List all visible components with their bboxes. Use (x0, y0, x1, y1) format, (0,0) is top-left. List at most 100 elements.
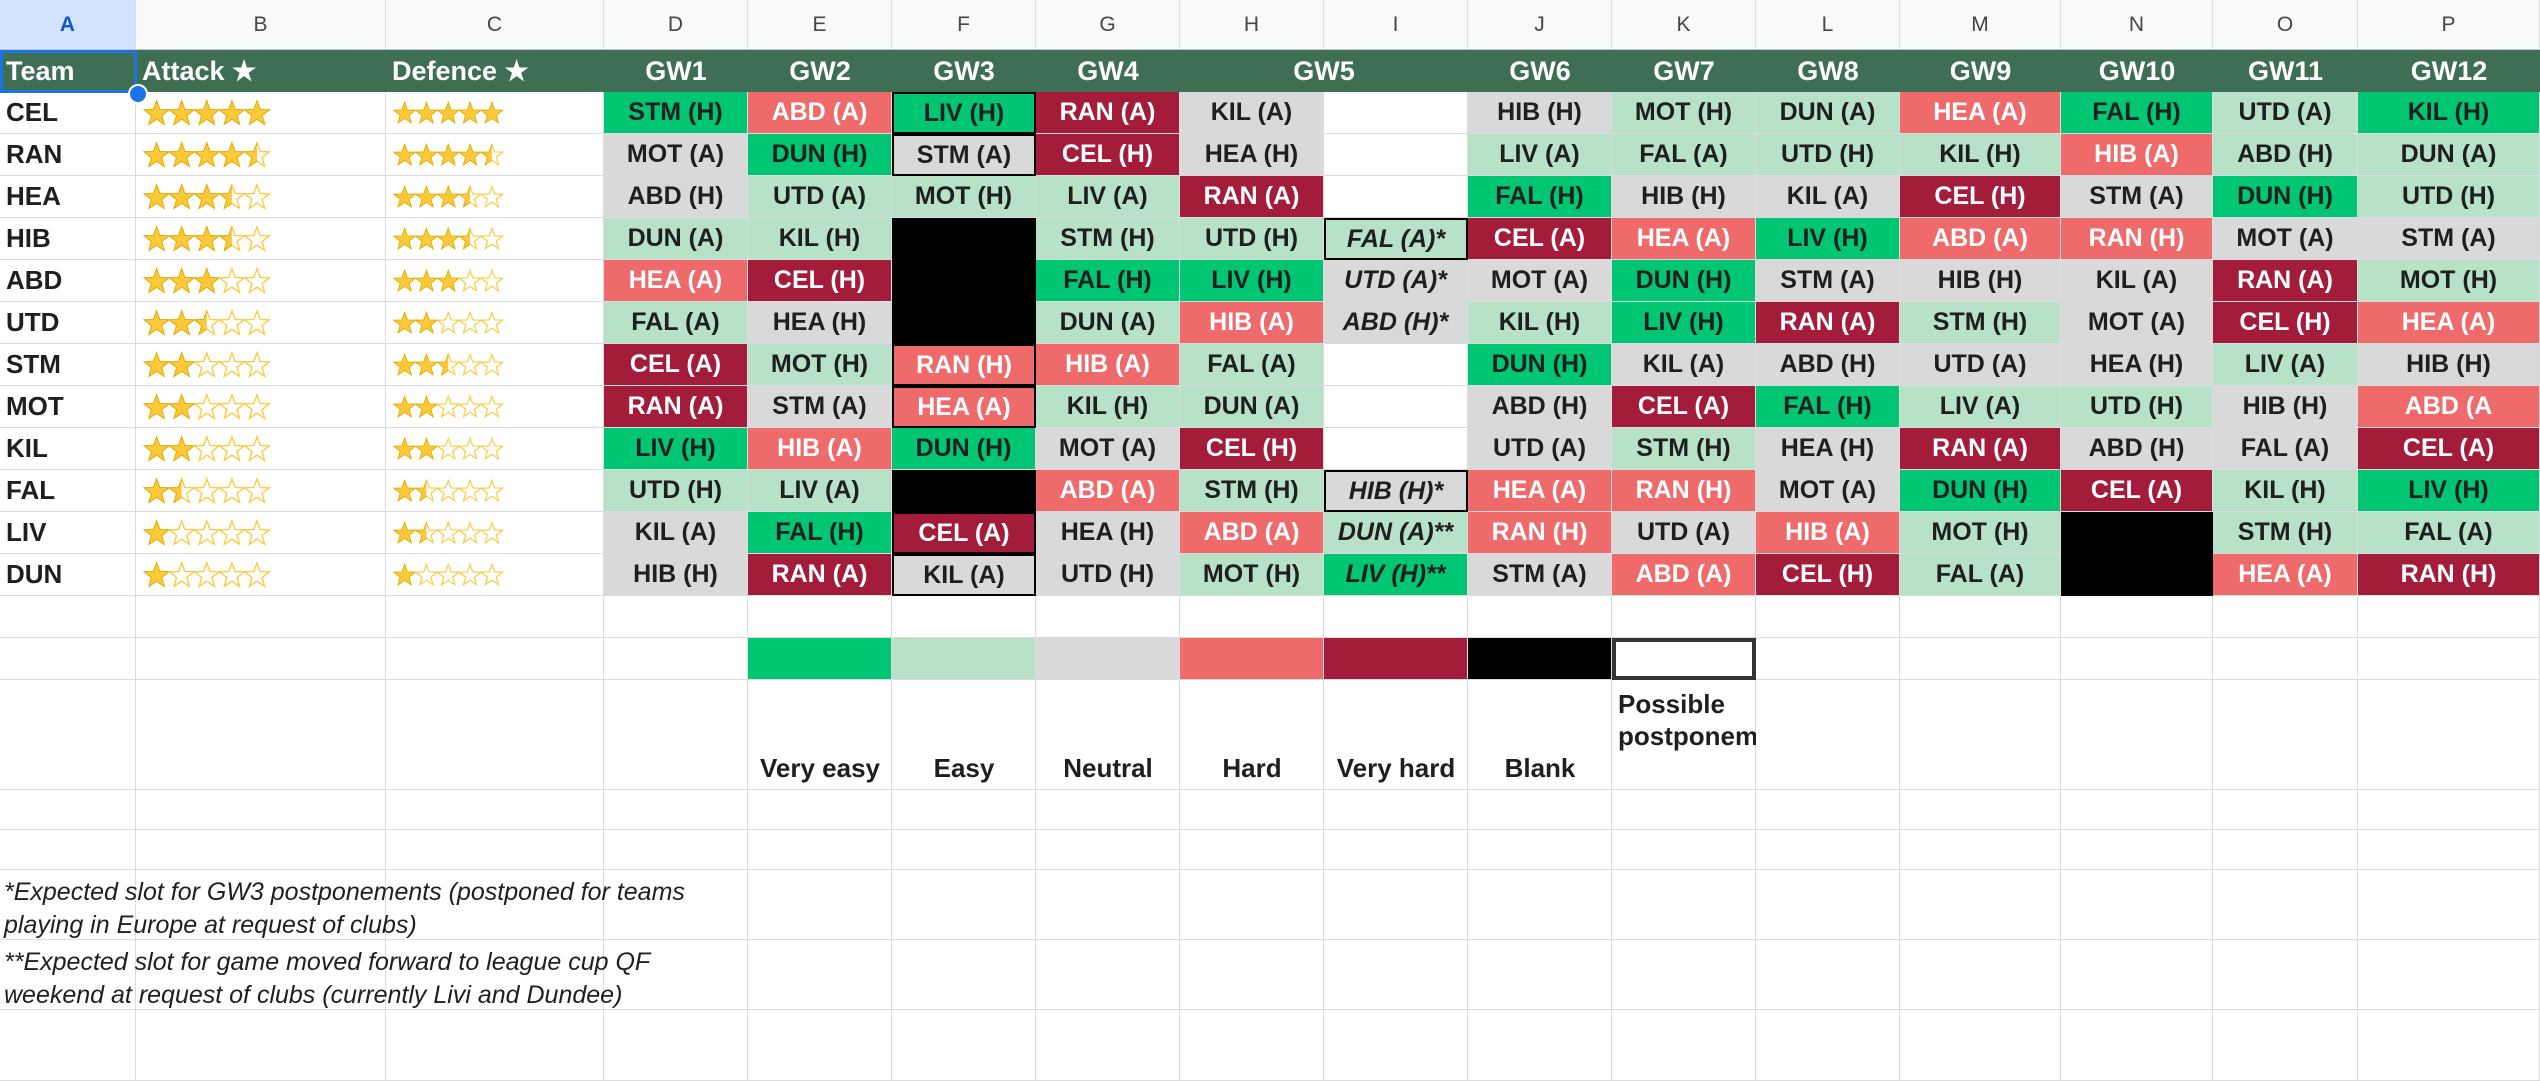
fixture-cell[interactable]: LIV (A) (1036, 176, 1180, 218)
grid-cell[interactable] (136, 596, 386, 638)
fixture-cell[interactable]: STM (A) (1756, 260, 1900, 302)
team-cell[interactable]: KIL (0, 428, 136, 470)
grid-cell[interactable] (1468, 940, 1612, 1010)
fixture-cell[interactable]: RAN (A) (1756, 302, 1900, 344)
fixture-cell[interactable]: ABD (H)* (1324, 302, 1468, 344)
fixture-cell[interactable]: FAL (A) (1612, 134, 1756, 176)
fixture-cell[interactable] (892, 302, 1036, 344)
fixture-cell[interactable]: ABD (H) (1756, 344, 1900, 386)
fixture-cell[interactable]: UTD (A) (2213, 92, 2358, 134)
grid-cell[interactable] (1036, 830, 1180, 870)
fixture-cell[interactable]: MOT (A) (604, 134, 748, 176)
attack-rating[interactable] (136, 218, 386, 260)
fixture-cell[interactable]: UTD (H) (1036, 554, 1180, 596)
team-cell[interactable]: ABD (0, 260, 136, 302)
grid-cell[interactable] (2061, 830, 2213, 870)
legend-swatch-blank[interactable] (1468, 638, 1612, 680)
grid-cell[interactable] (892, 870, 1036, 940)
attack-rating[interactable] (136, 512, 386, 554)
grid-cell[interactable] (2061, 680, 2213, 790)
column-header-o[interactable]: O (2213, 0, 2358, 50)
fixture-cell[interactable]: STM (H) (1036, 218, 1180, 260)
fixture-cell[interactable]: UTD (A) (748, 176, 892, 218)
grid-cell[interactable] (604, 680, 748, 790)
fixture-cell[interactable]: DUN (H) (1468, 344, 1612, 386)
fixture-cell[interactable] (892, 470, 1036, 512)
fixture-cell[interactable]: MOT (H) (1612, 92, 1756, 134)
fixture-cell[interactable] (2061, 554, 2213, 596)
grid-cell[interactable] (1468, 1010, 1612, 1081)
fixture-cell[interactable]: CEL (H) (1180, 428, 1324, 470)
grid-cell[interactable] (1612, 790, 1756, 830)
column-header-c[interactable]: C (386, 0, 604, 50)
fixture-cell[interactable]: KIL (H) (748, 218, 892, 260)
grid-cell[interactable] (2358, 1010, 2540, 1081)
fixture-cell[interactable]: ABD (A) (1036, 470, 1180, 512)
grid-cell[interactable] (1180, 680, 1324, 790)
fixture-cell[interactable]: DUN (A) (1756, 92, 1900, 134)
grid-cell[interactable] (386, 596, 604, 638)
grid-cell[interactable] (2358, 680, 2540, 790)
grid-cell[interactable] (1756, 830, 1900, 870)
grid-cell[interactable] (1180, 790, 1324, 830)
legend-swatch-easy[interactable] (892, 638, 1036, 680)
column-header-h[interactable]: H (1180, 0, 1324, 50)
grid-cell[interactable] (1612, 596, 1756, 638)
fixture-cell[interactable]: HIB (A) (1036, 344, 1180, 386)
column-header-j[interactable]: J (1468, 0, 1612, 50)
attack-rating[interactable] (136, 260, 386, 302)
grid-cell[interactable] (2213, 1010, 2358, 1081)
fixture-cell[interactable]: HIB (H)* (1324, 470, 1468, 512)
grid-cell[interactable] (2061, 1010, 2213, 1081)
fixture-cell[interactable]: KIL (A) (1180, 92, 1324, 134)
grid-cell[interactable] (1900, 1010, 2061, 1081)
grid-cell[interactable] (604, 596, 748, 638)
fixture-cell[interactable]: HEA (A) (604, 260, 748, 302)
grid-cell[interactable] (0, 680, 136, 790)
grid-cell[interactable] (1180, 596, 1324, 638)
fixture-cell[interactable]: ABD (A) (1900, 218, 2061, 260)
grid-cell[interactable] (748, 596, 892, 638)
team-cell[interactable]: DUN (0, 554, 136, 596)
fixture-cell[interactable]: STM (A) (892, 134, 1036, 176)
grid-cell[interactable] (136, 940, 386, 1010)
fixture-cell[interactable]: ABD (A) (1180, 512, 1324, 554)
fixture-cell[interactable]: MOT (H) (1900, 512, 2061, 554)
grid-cell[interactable] (1324, 596, 1468, 638)
column-header-f[interactable]: F (892, 0, 1036, 50)
attack-rating[interactable] (136, 428, 386, 470)
fixture-cell[interactable]: ABD (A (2358, 386, 2540, 428)
grid-cell[interactable] (2213, 830, 2358, 870)
grid-cell[interactable] (0, 638, 136, 680)
grid-cell[interactable] (386, 680, 604, 790)
fixture-cell[interactable]: DUN (H) (2213, 176, 2358, 218)
fixture-cell[interactable]: CEL (H) (1036, 134, 1180, 176)
fixture-cell[interactable]: CEL (H) (2213, 302, 2358, 344)
fixture-cell[interactable]: CEL (H) (1900, 176, 2061, 218)
fixture-cell[interactable]: MOT (H) (2358, 260, 2540, 302)
attack-rating[interactable] (136, 344, 386, 386)
grid-cell[interactable] (1324, 680, 1468, 790)
fixture-cell[interactable]: LIV (H) (892, 92, 1036, 134)
fixture-cell[interactable]: FAL (A) (1180, 344, 1324, 386)
fixture-cell[interactable]: CEL (A) (604, 344, 748, 386)
fixture-cell[interactable]: UTD (A)* (1324, 260, 1468, 302)
grid-cell[interactable] (1900, 596, 2061, 638)
grid-cell[interactable] (604, 638, 748, 680)
fixture-cell[interactable] (1324, 176, 1468, 218)
fixture-cell[interactable]: DUN (A)** (1324, 512, 1468, 554)
fixture-cell[interactable]: CEL (A) (2061, 470, 2213, 512)
fixture-cell[interactable]: HIB (H) (2358, 344, 2540, 386)
grid-cell[interactable] (1324, 1010, 1468, 1081)
grid-cell[interactable] (1324, 790, 1468, 830)
fixture-cell[interactable]: KIL (A) (2061, 260, 2213, 302)
fixture-cell[interactable]: MOT (H) (748, 344, 892, 386)
defence-rating[interactable] (386, 92, 604, 134)
fixture-cell[interactable]: KIL (H) (1468, 302, 1612, 344)
team-cell[interactable]: STM (0, 344, 136, 386)
grid-cell[interactable] (1180, 940, 1324, 1010)
fixture-cell[interactable]: MOT (H) (892, 176, 1036, 218)
fixture-cell[interactable] (1324, 92, 1468, 134)
grid-cell[interactable] (748, 830, 892, 870)
fixture-cell[interactable]: LIV (H) (1180, 260, 1324, 302)
